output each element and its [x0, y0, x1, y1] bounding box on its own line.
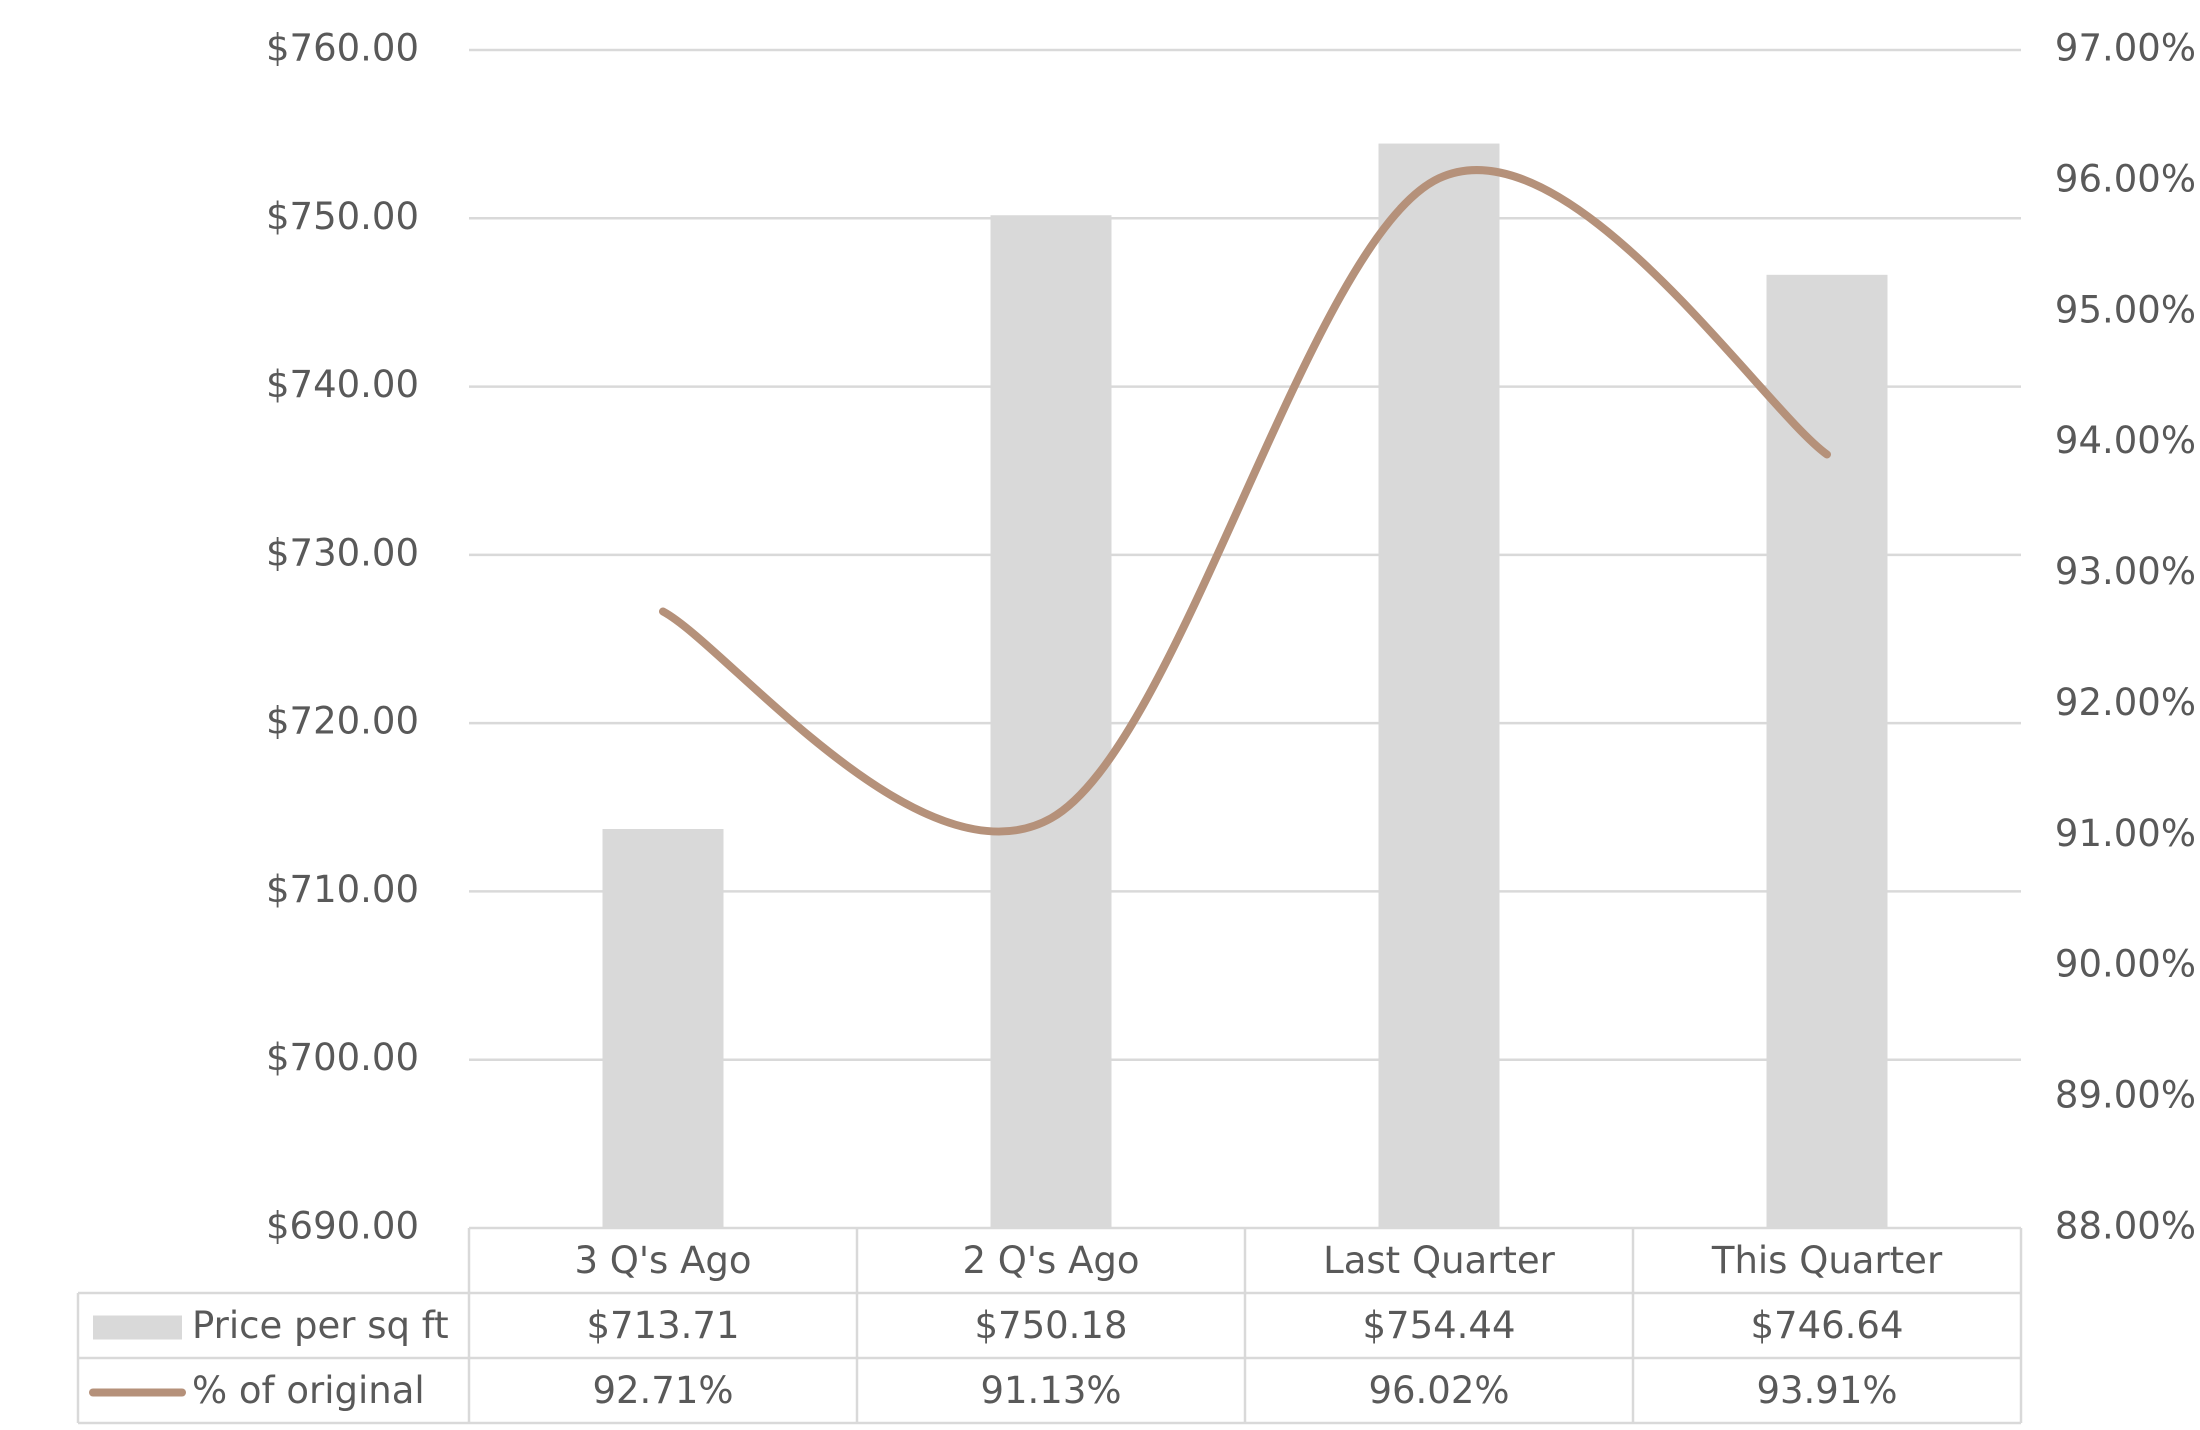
y-tick-label: $720.00 [266, 700, 419, 743]
table-value: 93.91% [1756, 1369, 1897, 1412]
table-value: $750.18 [974, 1304, 1127, 1347]
x-tick-label: 3 Q's Ago [574, 1239, 751, 1282]
y2-tick-label: 95.00% [2055, 288, 2196, 331]
y-tick-label: $740.00 [266, 363, 419, 406]
x-tick-label: 2 Q's Ago [962, 1239, 1139, 1282]
y-tick-label: $710.00 [266, 868, 419, 911]
line [659, 166, 1831, 836]
y2-tick-label: 97.00% [2055, 27, 2196, 70]
table-value: $713.71 [586, 1304, 739, 1347]
table-value: 92.71% [592, 1369, 733, 1412]
y-tick-label: $760.00 [266, 27, 419, 70]
y2-tick-label: 92.00% [2055, 681, 2196, 724]
table-value: 91.13% [980, 1369, 1121, 1412]
legend-swatch [93, 1315, 182, 1340]
table-value: $746.64 [1750, 1304, 1903, 1347]
y2-tick-label: 90.00% [2055, 943, 2196, 986]
bar [602, 828, 724, 1228]
bar [1766, 274, 1888, 1228]
legend-label: % of original [192, 1369, 425, 1412]
y2-tick-label: 89.00% [2055, 1074, 2196, 1117]
x-tick-label: This Quarter [1711, 1239, 1943, 1282]
bar [1378, 143, 1500, 1228]
y-tick-label: $730.00 [266, 531, 419, 574]
x-tick-label: Last Quarter [1323, 1239, 1556, 1282]
y2-tick-label: 93.00% [2055, 550, 2196, 593]
y-tick-label: $700.00 [266, 1036, 419, 1079]
y2-tick-label: 96.00% [2055, 157, 2196, 200]
y-tick-label: $750.00 [266, 195, 419, 238]
table-value: $754.44 [1362, 1304, 1515, 1347]
y2-tick-label: 88.00% [2055, 1205, 2196, 1248]
y-tick-label: $690.00 [266, 1205, 419, 1248]
bar [990, 215, 1112, 1228]
y2-tick-label: 91.00% [2055, 812, 2196, 855]
y2-tick-label: 94.00% [2055, 419, 2196, 462]
table-value: 96.02% [1368, 1369, 1509, 1412]
legend-label: Price per sq ft [192, 1304, 449, 1347]
